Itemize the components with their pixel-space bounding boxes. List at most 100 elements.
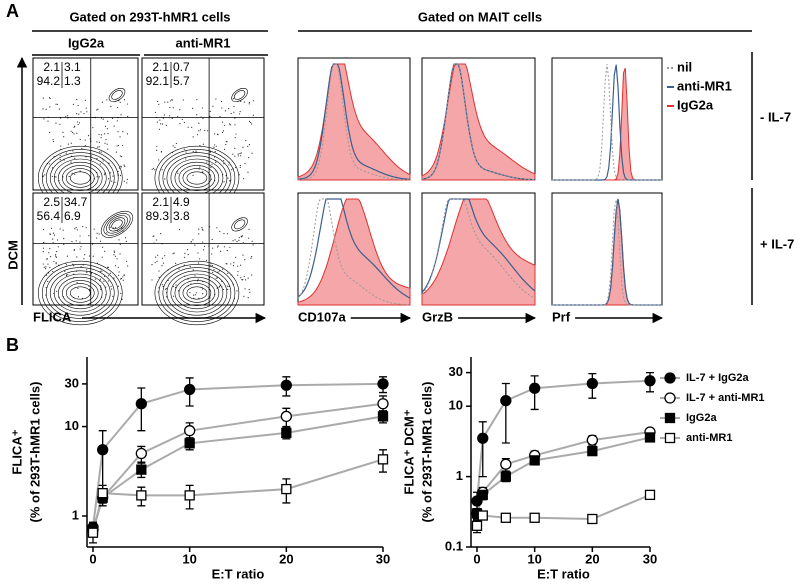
event-dot — [217, 271, 219, 273]
event-dot — [68, 176, 70, 178]
event-dot — [247, 237, 250, 239]
event-dot — [197, 252, 199, 254]
event-dot — [202, 293, 204, 295]
point — [377, 398, 389, 410]
event-dot — [119, 155, 121, 157]
contour — [37, 260, 123, 326]
event-dot — [96, 237, 98, 239]
event-dot — [78, 113, 80, 115]
event-dot — [73, 249, 75, 251]
event-dot — [97, 146, 99, 148]
event-dot — [56, 290, 58, 292]
contour — [53, 273, 107, 313]
event-dot — [96, 109, 98, 111]
y-tick-label: 30 — [65, 375, 79, 390]
event-dot — [183, 256, 186, 258]
event-dot — [177, 290, 180, 292]
event-dot — [227, 177, 229, 179]
event-dot — [152, 235, 154, 238]
event-dot — [120, 114, 122, 116]
event-dot — [192, 136, 194, 138]
event-dot — [115, 227, 117, 229]
column-label: IgG2a — [68, 35, 105, 50]
event-dot — [104, 125, 107, 127]
event-dot — [96, 176, 98, 178]
event-dot — [247, 297, 249, 299]
event-dot — [66, 255, 69, 257]
event-dot — [114, 181, 116, 183]
event-dot — [76, 281, 78, 284]
contour — [41, 264, 119, 322]
event-dot — [57, 246, 59, 248]
event-dot — [161, 123, 164, 125]
event-dot — [67, 274, 69, 276]
event-dot — [227, 288, 229, 291]
event-dot — [206, 130, 209, 132]
event-dot — [65, 274, 68, 276]
histogram — [421, 63, 536, 181]
event-dot — [116, 145, 118, 147]
event-dot — [203, 245, 206, 247]
event-dot — [113, 250, 115, 252]
quadrant-value: 34.7 — [64, 195, 88, 209]
event-dot — [249, 291, 251, 293]
event-dot — [55, 251, 58, 253]
event-dot — [198, 297, 200, 299]
row-label: + IL-7 — [760, 236, 794, 251]
event-dot — [104, 250, 106, 252]
event-dot — [198, 262, 200, 264]
event-dot — [236, 240, 238, 243]
event-dot — [75, 240, 77, 242]
event-dot — [113, 227, 115, 229]
event-dot — [192, 174, 194, 177]
event-dot — [50, 227, 53, 229]
event-dot — [248, 144, 251, 146]
event-dot — [101, 101, 103, 103]
event-dot — [172, 145, 174, 147]
event-dot — [237, 271, 239, 273]
event-dot — [242, 178, 245, 180]
event-dot — [248, 157, 250, 159]
event-dot — [156, 121, 158, 123]
event-dot — [154, 111, 156, 114]
legend-label: IL-7 + anti-MR1 — [686, 392, 765, 404]
event-dot — [154, 261, 156, 264]
event-dot — [252, 100, 255, 102]
legend-marker — [664, 412, 676, 424]
event-dot — [48, 163, 51, 165]
event-dot — [98, 151, 101, 153]
event-dot — [164, 178, 166, 180]
event-dot — [243, 295, 245, 298]
event-dot — [45, 266, 47, 268]
event-dot — [42, 108, 44, 110]
event-dot — [223, 232, 225, 235]
event-dot — [244, 162, 246, 165]
event-dot — [114, 265, 117, 267]
event-dot — [42, 97, 44, 99]
event-dot — [49, 97, 51, 100]
event-dot — [161, 169, 163, 171]
event-dot — [54, 254, 57, 256]
event-dot — [216, 277, 218, 279]
point — [477, 510, 488, 521]
event-dot — [232, 97, 234, 100]
event-dot — [179, 123, 181, 125]
point — [500, 512, 511, 523]
event-dot — [83, 258, 85, 260]
event-dot — [77, 123, 79, 126]
event-dot — [79, 138, 81, 140]
event-dot — [49, 267, 51, 269]
event-dot — [99, 240, 102, 242]
point — [644, 489, 656, 501]
event-dot — [235, 256, 237, 258]
event-dot — [65, 264, 68, 266]
event-dot — [111, 180, 113, 182]
event-dot — [120, 156, 123, 158]
event-dot — [169, 107, 171, 109]
event-dot — [229, 124, 231, 126]
y-axis-label: FLICA⁺ — [9, 429, 24, 474]
event-dot — [237, 265, 239, 267]
event-dot — [237, 153, 239, 155]
event-dot — [178, 229, 181, 231]
event-dot — [45, 274, 48, 276]
